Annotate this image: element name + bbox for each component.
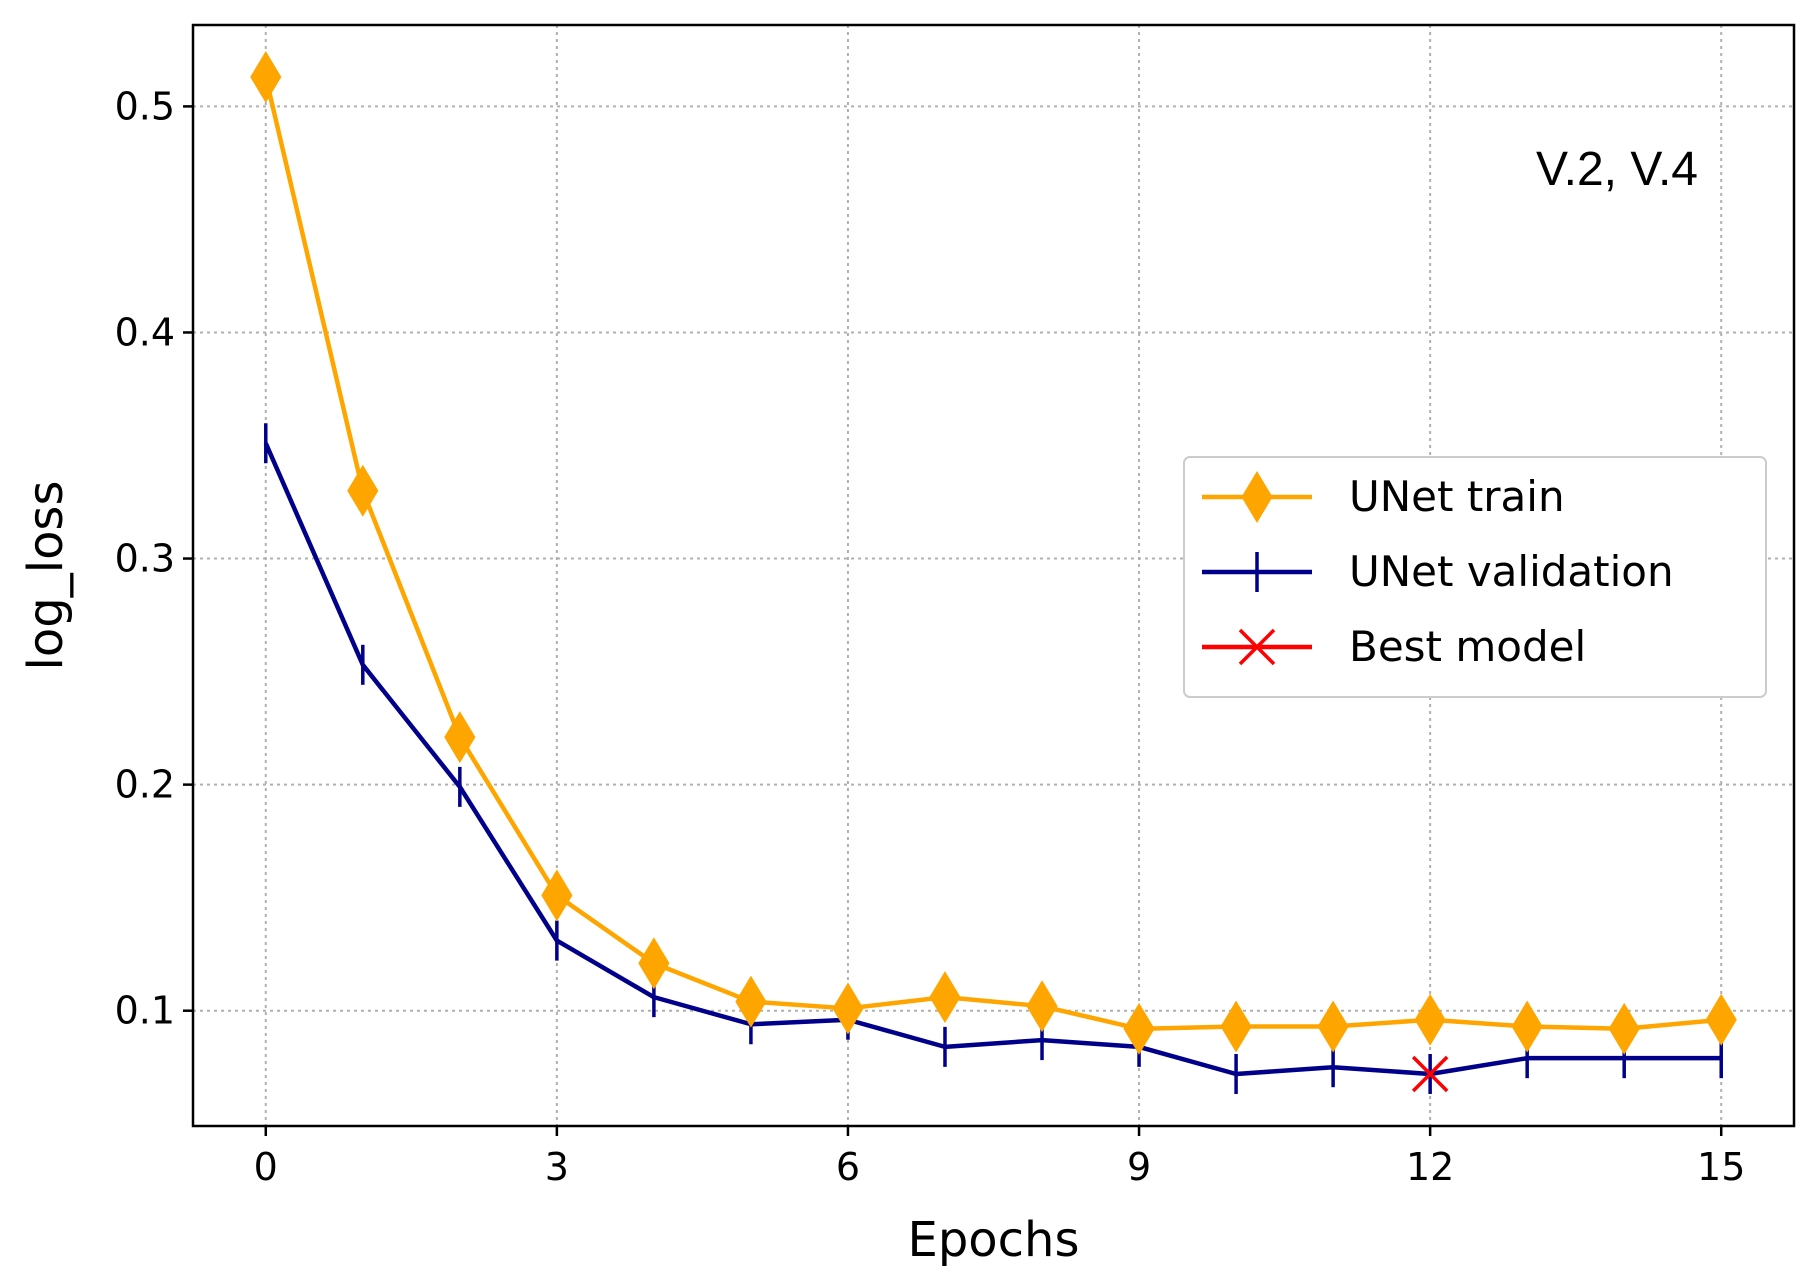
data-point-unet-train [1220,1000,1252,1053]
y-tick-label: 0.3 [115,537,175,581]
grid [193,25,1794,1126]
series-line-unet-train [263,76,1722,1032]
x-tick-label: 3 [545,1145,569,1189]
x-axis-label: Epochs [908,1212,1080,1268]
data-point-unet-train [735,975,767,1028]
legend-label: UNet validation [1349,547,1674,596]
legend: UNet train UNet validation Best model [1183,456,1767,698]
data-point-unet-train [1123,1002,1155,1055]
legend-item-unet-train: UNet train [1202,471,1565,523]
y-tick-label: 0.1 [115,989,175,1033]
data-point-unet-train [541,869,573,922]
ticks: 0 3 6 9 12 15 0.1 0.2 0.3 0.4 0.5 [115,84,1746,1189]
data-point-unet-train [1511,1000,1543,1053]
x-tick-label: 9 [1127,1145,1151,1189]
x-stroke [1411,1055,1449,1093]
data-point-unet-train [1608,1002,1640,1055]
chart-annotation: V.2, V.4 [1536,143,1698,196]
data-point-unet-train [250,51,282,103]
series-best-model [1411,1055,1449,1093]
legend-label: UNet train [1349,472,1565,521]
data-point-unet-train [444,711,476,764]
x-tick-label: 15 [1697,1145,1745,1189]
data-point-unet-train [1705,993,1737,1046]
data-point-unet-train [1414,993,1446,1046]
data-point-best-model [1411,1055,1449,1093]
legend-item-best-model: Best model [1202,622,1586,671]
legend-item-unet-validation: UNet validation [1202,547,1674,596]
x-tick-label: 12 [1406,1145,1454,1189]
legend-box [1183,456,1767,698]
legend-label: Best model [1349,622,1586,671]
series-unet-train [250,51,1737,1055]
y-axis-label: log_loss [18,481,74,671]
y-tick-label: 0.5 [115,84,175,128]
data-point-unet-train [929,971,961,1024]
series-line-unet-validation [263,442,1722,1077]
plot-frame [191,23,1796,1128]
legend-marker [1238,628,1276,666]
data-point-unet-train [347,464,379,517]
y-tick-label: 0.2 [115,763,175,807]
legend-marker [1241,471,1273,523]
data-point-unet-train [1026,980,1058,1033]
y-tick-label: 0.4 [115,310,175,354]
data-point-unet-train [638,937,670,990]
series-layer [250,51,1737,1095]
x-stroke [1238,628,1276,666]
x-tick-label: 0 [254,1145,278,1189]
x-tick-label: 6 [836,1145,860,1189]
data-point-unet-train [832,982,864,1035]
data-point-unet-train [1317,1000,1349,1053]
